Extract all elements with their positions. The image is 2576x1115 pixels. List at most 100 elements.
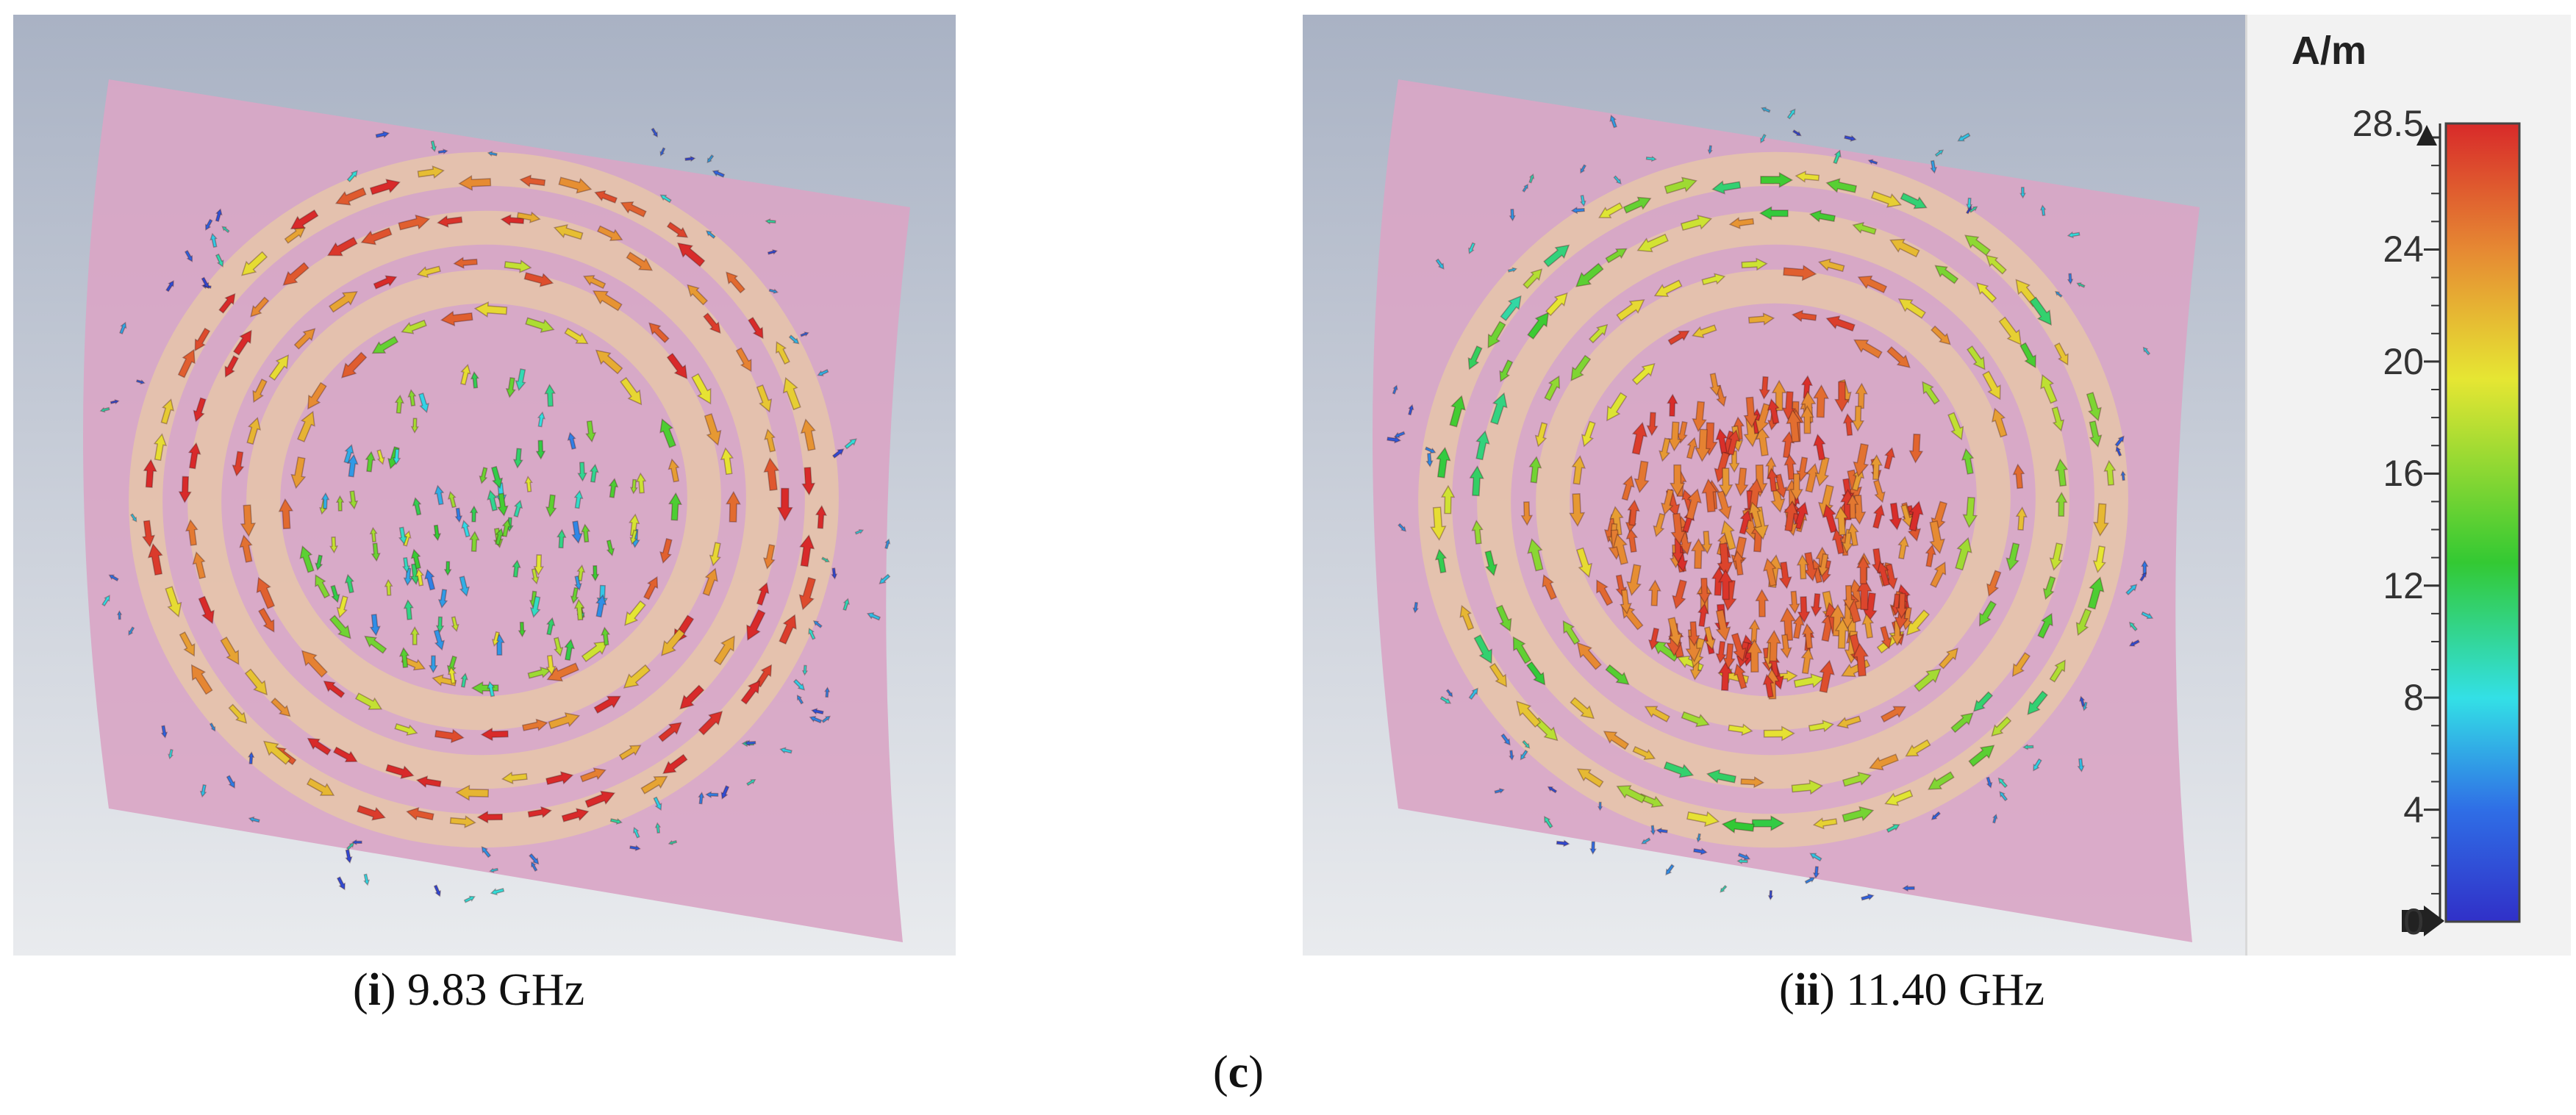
current-vector: [1961, 448, 1975, 475]
current-vector: [1867, 159, 1878, 165]
current-vector: [1570, 354, 1592, 381]
current-vector: [433, 884, 441, 897]
current-vector: [418, 392, 429, 414]
current-vector: [351, 839, 362, 845]
current-vector: [679, 684, 705, 710]
current-vector: [726, 271, 745, 294]
current-vector-shape: [1964, 234, 1991, 257]
current-vector-shape: [329, 614, 351, 639]
current-vector: [2049, 659, 2066, 683]
current-vector: [1544, 375, 1561, 401]
current-vector-shape: [346, 453, 359, 478]
current-vector: [433, 629, 446, 651]
current-vector-shape: [884, 538, 891, 550]
current-vector: [1667, 393, 1678, 417]
current-vector: [343, 444, 354, 464]
current-vector: [545, 655, 557, 676]
current-vector-shape: [571, 520, 583, 545]
current-vector: [831, 567, 838, 580]
current-vector-shape: [691, 373, 712, 405]
current-vector-shape: [2125, 584, 2138, 596]
current-vector: [1709, 373, 1721, 397]
current-vector: [776, 487, 793, 522]
current-vector-shape: [1670, 512, 1686, 545]
current-vector-shape: [651, 127, 658, 138]
current-vector-shape: [1507, 267, 1517, 273]
current-vector-shape: [459, 576, 470, 598]
current-vector: [346, 842, 355, 850]
current-vector: [643, 576, 659, 600]
current-vector: [800, 418, 816, 451]
current-vector: [1609, 114, 1617, 129]
current-vector: [1786, 108, 1796, 120]
current-vector-shape: [1763, 725, 1795, 742]
current-vector: [1808, 720, 1834, 733]
current-vector: [2019, 187, 2026, 199]
ring-trace: [1536, 269, 2011, 731]
current-vector: [415, 775, 442, 789]
current-vector-shape: [1571, 455, 1586, 485]
current-vector-shape: [1676, 420, 1688, 444]
current-vector: [178, 476, 192, 503]
current-vector-shape: [1512, 636, 1532, 664]
current-vector: [2092, 545, 2106, 573]
current-vector: [577, 462, 587, 482]
current-vector-shape: [455, 784, 490, 801]
current-vector: [2086, 392, 2102, 422]
current-vector-shape: [740, 680, 761, 705]
current-vector-shape: [1436, 446, 1451, 478]
current-vector-shape: [574, 575, 582, 591]
current-vector: [1930, 159, 1938, 174]
current-vector-shape: [1468, 242, 1476, 254]
current-vector: [329, 536, 339, 554]
current-vector: [481, 846, 492, 858]
current-vector: [735, 347, 752, 373]
current-vector: [531, 568, 540, 585]
current-vector-shape: [335, 495, 345, 512]
current-vector: [1804, 877, 1816, 884]
current-vector: [1842, 584, 1856, 611]
current-vector-shape: [1833, 506, 1849, 536]
current-vector-shape: [1947, 412, 1964, 441]
current-vector-shape: [1627, 499, 1640, 526]
current-vector-shape: [1475, 430, 1490, 461]
current-vector: [1471, 520, 1484, 545]
current-vector-shape: [1575, 547, 1593, 578]
current-vector-shape: [1978, 600, 1997, 627]
current-vector-shape: [1813, 434, 1826, 461]
current-vector-shape: [398, 526, 408, 545]
current-vector-shape: [817, 369, 829, 376]
current-vector-shape: [1842, 771, 1872, 787]
current-vector-shape: [1528, 173, 1535, 184]
current-vector: [1527, 538, 1544, 572]
current-vector-shape: [460, 673, 468, 688]
current-vector-shape: [720, 447, 734, 476]
current-vector-shape: [1434, 548, 1448, 574]
current-vector-shape: [1656, 827, 1668, 834]
current-vector-shape: [440, 310, 473, 327]
current-vector-shape: [278, 498, 294, 530]
current-vector-shape: [1969, 206, 1978, 213]
current-vector-shape: [256, 576, 276, 609]
current-vector: [515, 368, 526, 392]
current-vector-shape: [635, 472, 647, 494]
current-vector: [1459, 604, 1475, 631]
current-vector: [1999, 791, 2008, 802]
current-vector: [1856, 577, 1872, 611]
current-vector-shape: [178, 476, 192, 503]
current-vector-shape: [1809, 853, 1822, 862]
current-vector-shape: [767, 249, 778, 255]
current-vector-shape: [1711, 180, 1742, 195]
current-vector-shape: [190, 664, 213, 695]
current-vector-shape: [293, 328, 316, 350]
current-vector-shape: [1527, 538, 1544, 572]
current-vector-shape: [487, 151, 498, 157]
current-vector: [640, 775, 668, 795]
current-vector-shape: [1484, 550, 1498, 577]
current-vector-shape: [512, 448, 523, 469]
current-vector-shape: [430, 140, 437, 152]
current-vector-shape: [557, 528, 567, 549]
current-vector: [489, 867, 498, 873]
current-vector-shape: [1900, 503, 1913, 528]
current-vector-shape: [321, 492, 330, 509]
